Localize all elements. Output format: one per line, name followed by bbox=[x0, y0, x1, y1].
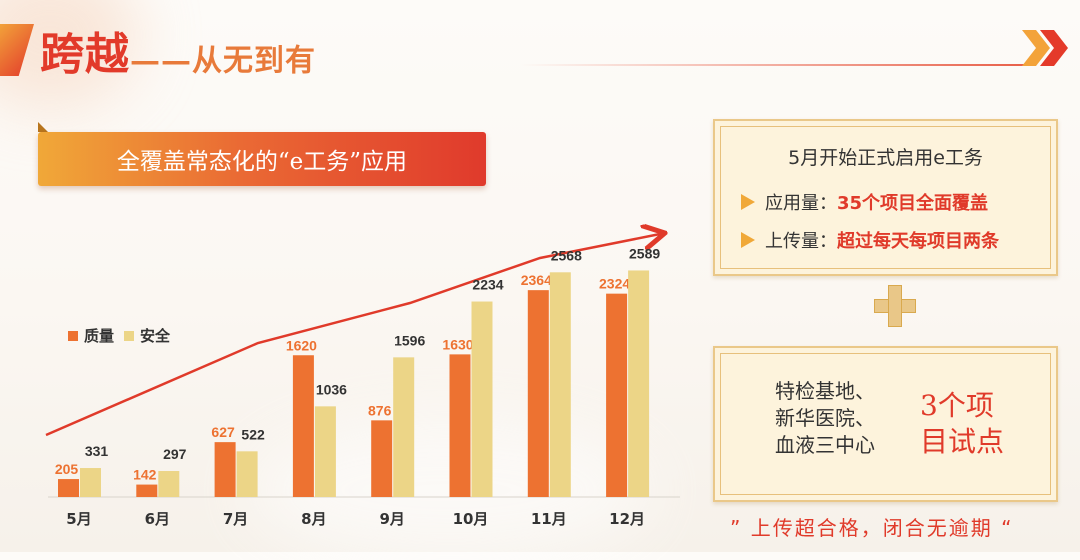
x-tick-label: 7月 bbox=[223, 510, 248, 528]
pilot-count-line2: 目试点 bbox=[920, 425, 1005, 458]
bar-quality bbox=[371, 420, 393, 497]
pilot-site-2: 新华医院、 bbox=[775, 406, 875, 430]
usage-line: 应用量： 35个项目全面覆盖 bbox=[741, 189, 988, 215]
data-label-safety: 331 bbox=[85, 443, 109, 459]
data-label-safety: 522 bbox=[241, 426, 265, 442]
legend-label-safety: 安全 bbox=[140, 327, 171, 345]
x-tick-label: 5月 bbox=[66, 510, 91, 528]
x-tick-label: 11月 bbox=[531, 510, 567, 528]
bar-chart: 205 331 5月 142 297 6月 627 522 7月 1620 1036 8月 876 159… bbox=[45, 215, 680, 528]
data-label-safety: 1596 bbox=[394, 332, 425, 348]
data-label-safety: 2234 bbox=[472, 277, 503, 293]
upload-value: 超过每天每项目两条 bbox=[837, 231, 999, 252]
triangle-bullet-icon bbox=[741, 232, 755, 248]
title-subtitle: ——从无到有 bbox=[130, 43, 316, 79]
bar-safety bbox=[628, 270, 650, 497]
bar-quality bbox=[527, 290, 549, 497]
banner-text: 全覆盖常态化的“e工务”应用 bbox=[116, 149, 408, 175]
usage-value: 35个项目全面覆盖 bbox=[837, 193, 989, 214]
x-tick-label: 6月 bbox=[145, 510, 170, 528]
bar-quality bbox=[136, 484, 158, 497]
chart-legend: 质量 安全 bbox=[68, 325, 170, 346]
upload-line: 上传量： 超过每天每项目两条 bbox=[741, 227, 999, 253]
bar-safety bbox=[236, 451, 258, 497]
data-label-safety: 2589 bbox=[629, 245, 660, 261]
plus-icon bbox=[874, 285, 916, 327]
x-tick-label: 8月 bbox=[301, 510, 326, 528]
legend-swatch-quality bbox=[68, 330, 78, 341]
footer-quote: ” 上传超合格，闭合无逾期 “ bbox=[730, 516, 1014, 540]
bar-safety bbox=[471, 301, 493, 497]
title-main: 跨越 bbox=[40, 29, 130, 80]
legend-label-quality: 质量 bbox=[84, 327, 115, 345]
bar-safety bbox=[549, 272, 571, 497]
pilot-sites: 特检基地、 新华医院、 血液三中心 bbox=[775, 378, 875, 459]
triangle-bullet-icon bbox=[741, 194, 755, 210]
double-chevron-icon bbox=[1022, 30, 1068, 66]
data-label-quality: 627 bbox=[211, 424, 235, 440]
data-label-quality: 205 bbox=[55, 461, 79, 477]
data-label-quality: 142 bbox=[133, 467, 157, 483]
x-tick-label: 9月 bbox=[379, 510, 404, 528]
bar-safety bbox=[158, 471, 180, 497]
title-divider-line bbox=[520, 64, 1025, 66]
info-box-usage-border bbox=[720, 126, 1051, 269]
bar-safety bbox=[314, 406, 336, 497]
info-box-usage: 5月开始正式启用e工务 应用量： 35个项目全面覆盖 上传量： 超过每天每项目两… bbox=[713, 119, 1058, 276]
data-label-quality: 1630 bbox=[442, 336, 473, 352]
data-label-quality: 876 bbox=[368, 402, 392, 418]
data-label-safety: 297 bbox=[163, 446, 187, 462]
x-tick-label: 10月 bbox=[453, 510, 489, 528]
data-label-safety: 1036 bbox=[316, 381, 347, 397]
banner-fold bbox=[38, 122, 48, 132]
data-label-quality: 2364 bbox=[521, 272, 552, 288]
legend-swatch-safety bbox=[124, 330, 135, 341]
bar-safety bbox=[393, 357, 415, 497]
trend-arrow bbox=[45, 234, 660, 437]
info-box-pilot-border bbox=[720, 353, 1051, 495]
pilot-site-3: 血液三中心 bbox=[775, 433, 875, 457]
usage-label: 应用量： bbox=[765, 193, 837, 214]
bar-quality bbox=[449, 354, 471, 497]
page-title: 跨越——从无到有 bbox=[40, 18, 316, 82]
info-box-usage-title: 5月开始正式启用e工务 bbox=[788, 147, 983, 169]
x-tick-label: 12月 bbox=[609, 510, 645, 528]
bar-quality bbox=[58, 479, 79, 497]
bar-quality bbox=[606, 293, 628, 497]
bar-quality bbox=[214, 442, 236, 497]
pilot-site-1: 特检基地、 bbox=[775, 379, 875, 403]
data-label-quality: 1620 bbox=[286, 337, 317, 353]
bar-safety bbox=[80, 468, 101, 497]
pilot-count: 3个项 目试点 bbox=[920, 388, 1004, 460]
data-label-quality: 2324 bbox=[599, 276, 630, 292]
pilot-count-line1: 3个项 bbox=[920, 389, 994, 422]
info-box-pilot: 特检基地、 新华医院、 血液三中心 3个项 目试点 bbox=[713, 346, 1058, 502]
upload-label: 上传量： bbox=[765, 231, 837, 252]
bar-quality bbox=[292, 355, 314, 497]
section-banner: 全覆盖常态化的“e工务”应用 bbox=[38, 132, 486, 186]
data-label-safety: 2568 bbox=[551, 247, 582, 263]
